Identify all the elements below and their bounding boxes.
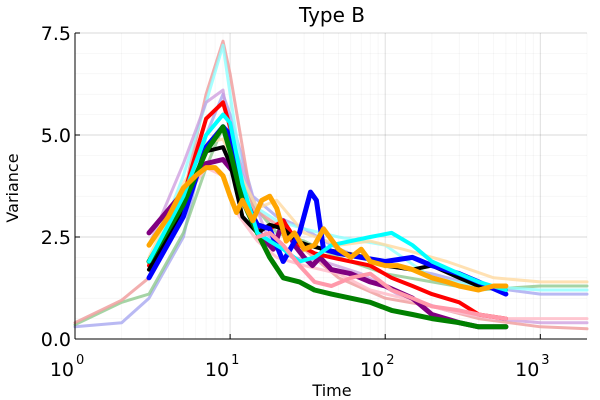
series-line-13 bbox=[147, 112, 508, 292]
series-line-15 bbox=[255, 230, 508, 321]
x-tick-label: 10 1 bbox=[205, 353, 239, 381]
tick-labels: 10 0 10 1 10 2 10 30.02.55.07.5 bbox=[41, 23, 550, 381]
x-tick-exponent: 3 bbox=[541, 353, 549, 368]
x-tick-label: 10 3 bbox=[515, 353, 549, 381]
y-tick-label: 0.0 bbox=[41, 329, 71, 351]
x-tick-base: 10 bbox=[515, 359, 539, 381]
y-tick-label: 2.5 bbox=[41, 227, 71, 249]
y-tick-label: 5.0 bbox=[41, 125, 71, 147]
series-line-4 bbox=[147, 43, 589, 292]
x-tick-label: 10 0 bbox=[50, 353, 84, 381]
x-axis-label: Time bbox=[311, 381, 351, 400]
x-tick-base: 10 bbox=[360, 359, 384, 381]
x-tick-label: 10 2 bbox=[360, 353, 394, 381]
series-line-14 bbox=[146, 165, 509, 293]
y-axis-label: Variance bbox=[3, 153, 22, 222]
x-tick-exponent: 2 bbox=[386, 353, 394, 368]
series-line-12 bbox=[146, 124, 509, 330]
y-tick-label: 7.5 bbox=[41, 23, 71, 45]
x-tick-base: 10 bbox=[205, 359, 229, 381]
series-group bbox=[73, 39, 589, 331]
x-tick-exponent: 1 bbox=[231, 353, 239, 368]
chart-title: Type B bbox=[298, 3, 365, 27]
x-tick-base: 10 bbox=[50, 359, 74, 381]
x-tick-exponent: 0 bbox=[76, 353, 84, 368]
axes-frame bbox=[74, 32, 587, 340]
